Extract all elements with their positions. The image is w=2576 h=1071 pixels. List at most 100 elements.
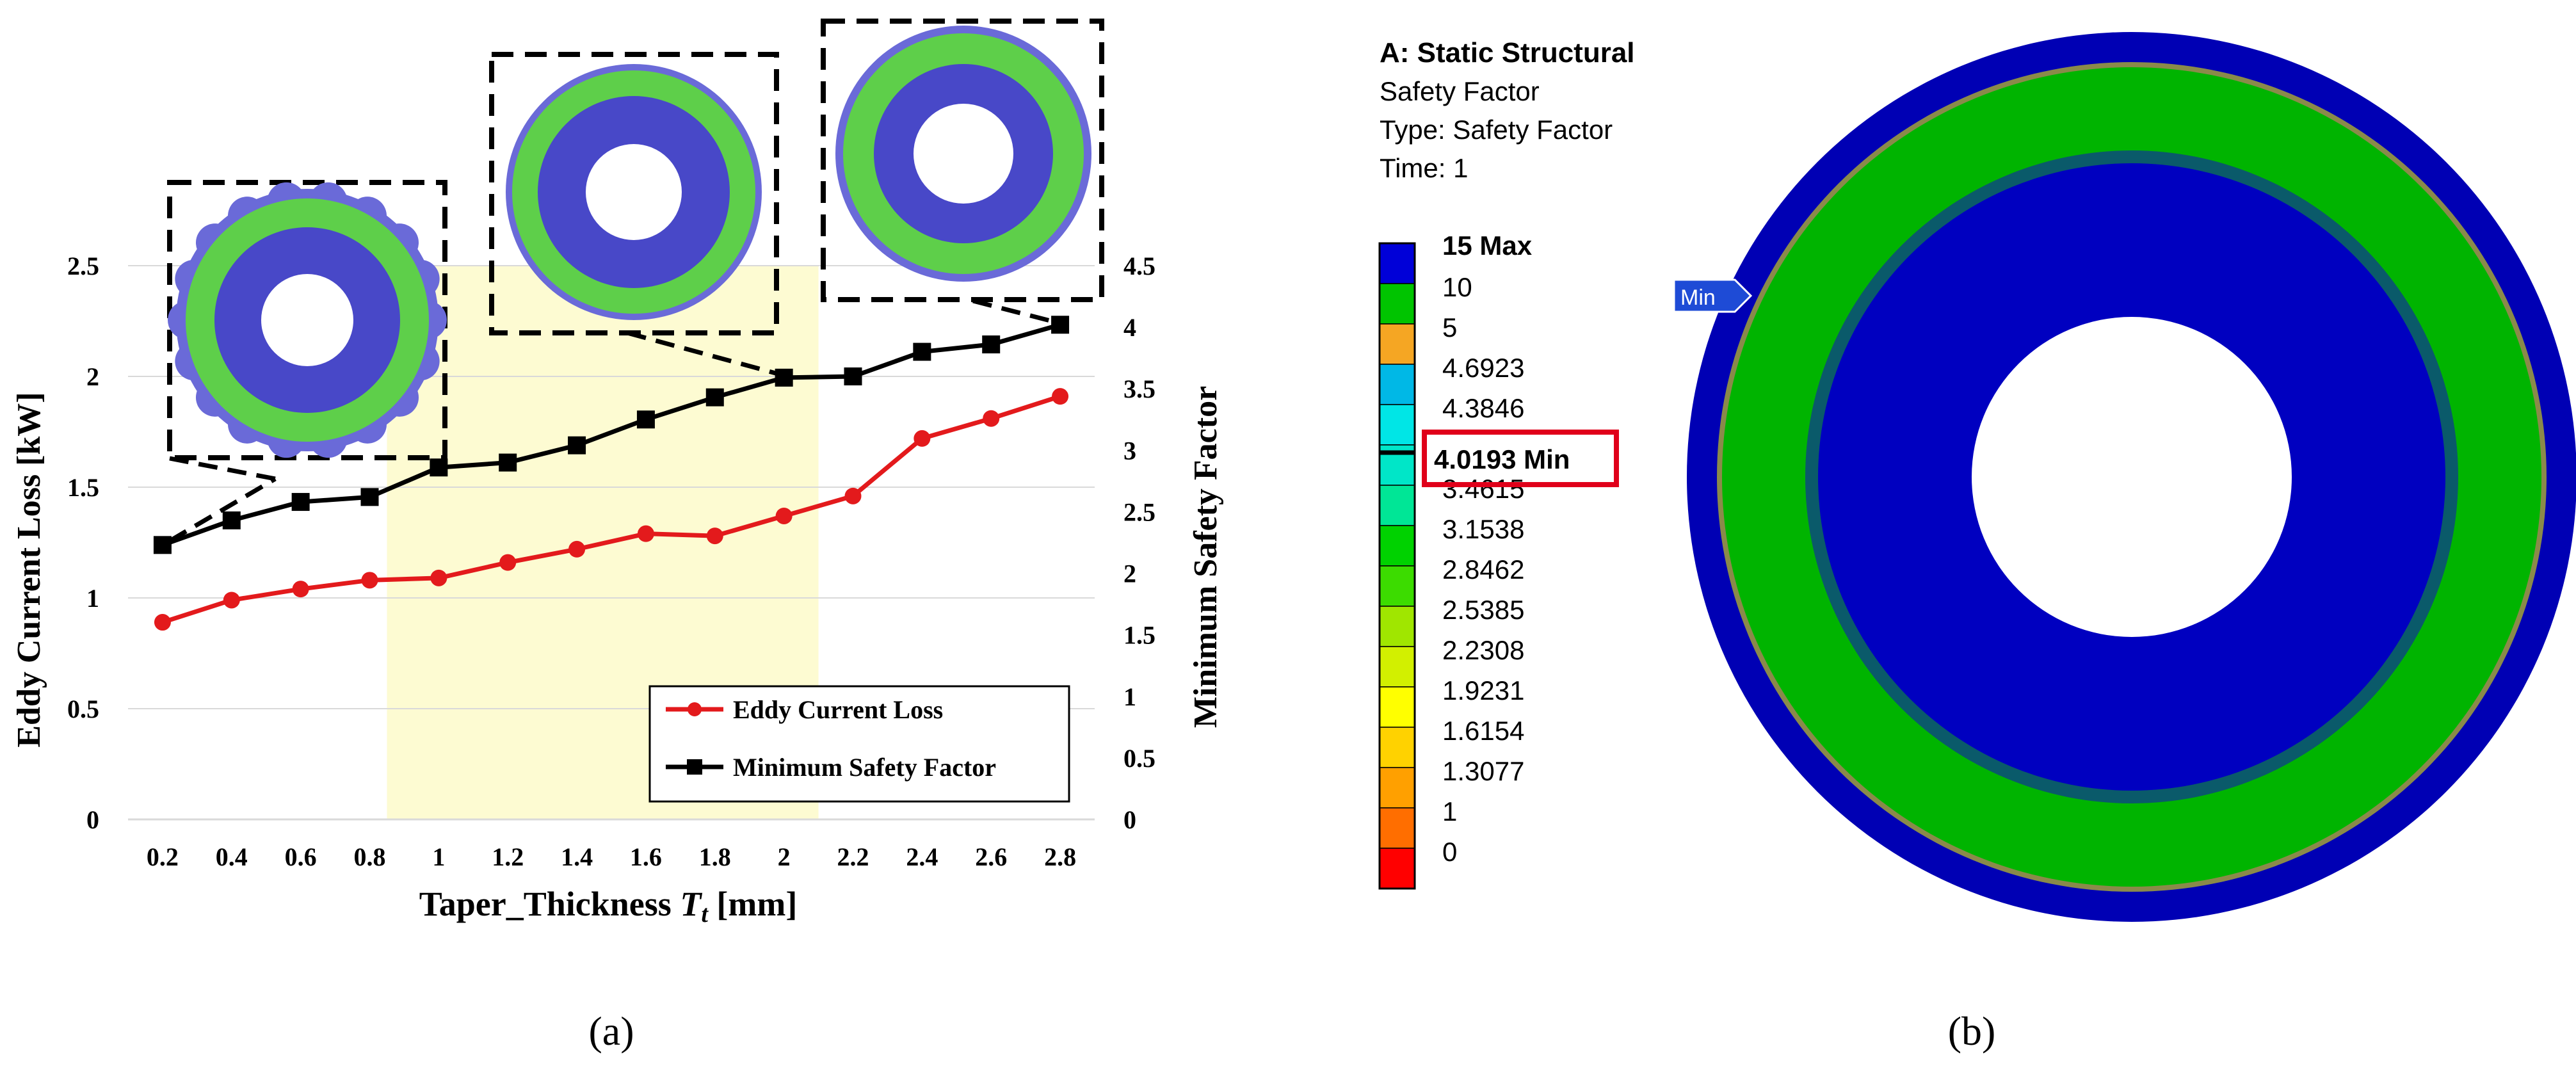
x-tick-label: 1.2: [492, 842, 524, 871]
chart-a: 0 0.5 1 1.5 2 2.5 0 0.5 1 1.5 2 2.5 3 3.5 4 4.5 0.2 0.4…: [11, 19, 1224, 928]
color-legend-band: [1379, 404, 1415, 446]
y-left-tick-label: 1.5: [67, 473, 99, 502]
color-legend-band: [1379, 686, 1415, 728]
inset-3-dashed-box: [821, 19, 1104, 302]
y-left-tick-label: 1: [86, 584, 99, 613]
minimum-safety-factor-point: [844, 367, 862, 385]
color-legend-band: [1379, 323, 1415, 365]
color-legend-band: [1379, 364, 1415, 405]
eddy-current-loss-point: [499, 554, 517, 571]
color-legend-bar: [1378, 242, 1416, 890]
color-legend-label: 2.2308: [1442, 635, 1524, 665]
disk-center-hole: [1972, 317, 2292, 637]
minimum-safety-factor-point: [499, 453, 517, 472]
inset-2-dashed-box: [489, 52, 779, 335]
color-legend-band: [1379, 807, 1415, 849]
inset-1: [167, 180, 447, 460]
x-axis-title-symbol: T: [680, 885, 702, 923]
color-legend-label: 2.5385: [1442, 595, 1524, 625]
x-tick-label: 2: [778, 842, 791, 871]
minimum-safety-factor-point: [913, 342, 931, 361]
eddy-current-loss-point: [430, 569, 447, 586]
caption-a: (a): [588, 1008, 634, 1054]
eddy-current-loss-point: [223, 592, 240, 609]
ansys-time-line: Time: 1: [1380, 153, 1468, 183]
inset-3-connector: [972, 298, 1063, 326]
color-legend-label: 1: [1442, 796, 1457, 826]
eddy-current-loss-point: [292, 581, 309, 598]
series-line-minimum-safety-factor: [161, 322, 1061, 547]
color-legend-band: [1379, 727, 1415, 768]
x-tick-label: 2.4: [906, 842, 938, 871]
x-tick-label: 2.8: [1044, 842, 1076, 871]
y-right-tick-label: 0.5: [1123, 744, 1155, 773]
x-tick-label: 0.8: [354, 842, 386, 871]
color-legend-label: 1.3077: [1442, 756, 1524, 786]
minimum-safety-factor-point: [153, 536, 172, 554]
legend-eddy-marker: [688, 702, 702, 716]
series-line-eddy-current-loss: [161, 394, 1061, 625]
color-legend-band: [1379, 565, 1415, 607]
ansys-result-name: Safety Factor: [1380, 76, 1540, 106]
y-right-tick-label: 2.5: [1123, 497, 1155, 526]
color-legend-band: [1379, 646, 1415, 688]
x-axis-title-subscript: t: [701, 901, 709, 928]
x-axis-title: Taper_Thickness Tt [mm]: [419, 885, 798, 928]
color-legend-min-value: 4.0193 Min: [1434, 444, 1570, 474]
eddy-current-loss-point: [914, 430, 931, 447]
eddy-current-loss-point: [1052, 388, 1069, 405]
x-tick-label: 0.4: [216, 842, 248, 871]
min-probe-label: Min: [1680, 286, 1716, 310]
eddy-current-loss-point: [775, 507, 793, 524]
legend-frame: [648, 685, 1070, 803]
x-tick-label: 0.2: [147, 842, 179, 871]
color-legend-frame: [1378, 242, 1416, 890]
ansys-title: A: Static Structural: [1380, 37, 1635, 68]
legend-safety-marker: [687, 759, 702, 775]
y-left-tick-label: 0.5: [67, 695, 99, 723]
x-axis-title-unit: [mm]: [708, 885, 797, 923]
y-left-tick-label: 0: [86, 805, 99, 834]
color-legend-label: 0: [1442, 837, 1457, 867]
y-right-tick-label: 3.5: [1123, 374, 1155, 403]
x-tick-labels: 0.2 0.4 0.6 0.8 1 1.2 1.4 1.6 1.8 2 2.2 2.4 2.6 2.8: [147, 842, 1076, 871]
min-probe-tag: Min: [1673, 278, 1753, 313]
eddy-current-loss-point: [637, 525, 654, 542]
color-legend-labels: 15 Max1054.69234.38463.46153.15382.84622…: [1434, 230, 1570, 867]
panel-b: A: Static Structural Safety Factor Type:…: [1378, 32, 2576, 922]
minimum-safety-factor-point: [636, 410, 655, 429]
x-tick-label: 2.6: [975, 842, 1007, 871]
series-layer: [153, 316, 1070, 631]
color-legend-label: 4.3846: [1442, 393, 1524, 423]
y-axis-right-title: Minimum Safety Factor: [1187, 386, 1224, 728]
x-tick-label: 2.2: [837, 842, 869, 871]
y-right-tick-labels: 0 0.5 1 1.5 2 2.5 3 3.5 4 4.5: [1123, 252, 1155, 834]
color-legend-label: 15 Max: [1442, 230, 1533, 261]
min-probe-shape: [1673, 278, 1753, 313]
color-legend-band: [1379, 606, 1415, 647]
inset-3: [821, 19, 1104, 302]
color-legend-label: 4.6923: [1442, 353, 1524, 383]
minimum-safety-factor-point: [222, 511, 241, 529]
eddy-current-loss-point: [361, 572, 378, 589]
minimum-safety-factor-point: [705, 388, 724, 407]
color-legend-band: [1379, 767, 1415, 809]
eddy-current-loss-point: [983, 410, 1000, 427]
inset-2: [489, 52, 779, 335]
caption-b: (b): [1948, 1008, 1996, 1054]
y-right-tick-label: 1: [1123, 682, 1136, 711]
chart-legend: Eddy Current Loss Minimum Safety Factor: [648, 685, 1070, 803]
minimum-safety-factor-point: [360, 488, 379, 506]
x-tick-label: 1.6: [630, 842, 662, 871]
x-tick-label: 1.8: [699, 842, 731, 871]
min-value-highlight-box: [1422, 430, 1619, 487]
y-left-tick-labels: 0 0.5 1 1.5 2 2.5: [67, 252, 99, 834]
color-legend-label: 3.4615: [1442, 474, 1524, 504]
y-right-tick-label: 1.5: [1123, 621, 1155, 650]
x-tick-label: 0.6: [285, 842, 317, 871]
minimum-safety-factor-point: [568, 436, 586, 455]
ansys-type-line: Type: Safety Factor: [1380, 115, 1613, 145]
y-right-tick-label: 4.5: [1123, 252, 1155, 280]
legend-safety-label: Minimum Safety Factor: [733, 753, 996, 782]
